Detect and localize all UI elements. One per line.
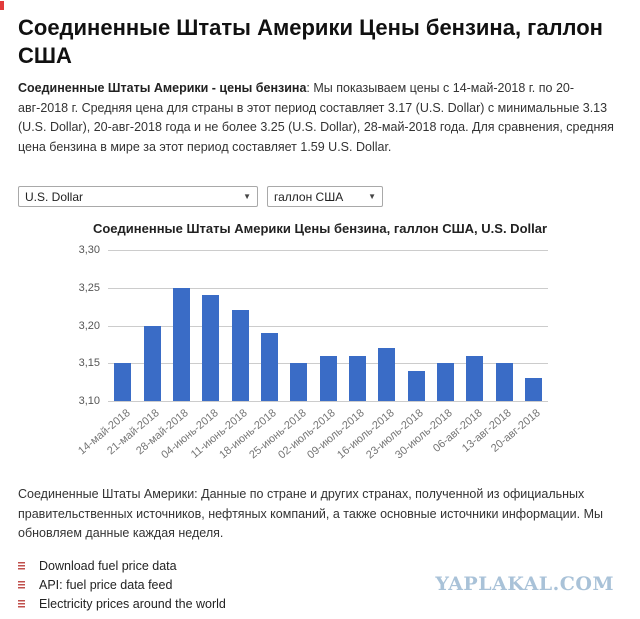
links-list: Download fuel price data API: fuel price… <box>0 557 640 614</box>
link-electricity-prices[interactable]: Electricity prices around the world <box>18 595 622 614</box>
link-api-fuel-feed[interactable]: API: fuel price data feed <box>18 576 622 595</box>
bar <box>143 325 161 401</box>
intro-lead: Соединенные Штаты Америки - цены бензина <box>18 81 307 95</box>
bar <box>260 333 278 401</box>
link-label: Electricity prices around the world <box>39 597 226 611</box>
chart: Соединенные Штаты Америки Цены бензина, … <box>0 221 640 469</box>
bar <box>290 363 308 401</box>
intro-paragraph: Соединенные Штаты Америки - цены бензина… <box>18 79 622 157</box>
y-tick-label: 3,10 <box>78 395 100 407</box>
footer-note: Соединенные Штаты Америки: Данные по стр… <box>18 487 603 540</box>
bar <box>524 378 542 401</box>
unit-select[interactable]: галлон США ▼ <box>267 186 383 207</box>
bar <box>436 363 454 401</box>
bar <box>202 295 220 401</box>
link-label: Download fuel price data <box>39 559 177 573</box>
currency-select[interactable]: U.S. Dollar ▼ <box>18 186 258 207</box>
y-tick-label: 3,20 <box>78 319 100 332</box>
chevron-down-icon: ▼ <box>368 192 376 201</box>
plot-area: 14-май-2018 21-май-2018 28-май-2018 04-июнь… <box>76 250 548 461</box>
intro-text: : Мы показываем цены с 14-май-2018 г. по… <box>18 81 614 154</box>
page-title: Соединенные Штаты Америки Цены бензина, … <box>18 15 603 68</box>
link-download-fuel-data[interactable]: Download fuel price data <box>18 557 622 576</box>
currency-select-value: U.S. Dollar <box>25 189 84 204</box>
gridline <box>108 325 548 327</box>
bar <box>114 363 132 401</box>
list-bullet-icon <box>18 581 25 589</box>
watermark: YAPLAKAL.COM <box>435 573 614 595</box>
y-tick-label: 3,30 <box>78 244 100 256</box>
gridline <box>108 250 548 251</box>
bar <box>319 355 337 401</box>
y-tick-label: 3,25 <box>78 281 100 294</box>
bar <box>231 310 249 401</box>
controls-row: U.S. Dollar ▼ галлон США ▼ <box>18 186 622 207</box>
bar <box>407 370 425 401</box>
bar <box>495 363 513 401</box>
list-bullet-icon <box>18 600 25 608</box>
bar <box>348 355 366 401</box>
bar <box>172 287 190 401</box>
chevron-down-icon: ▼ <box>243 192 251 201</box>
unit-select-value: галлон США <box>274 189 344 204</box>
gridline <box>108 287 548 289</box>
link-label: API: fuel price data feed <box>39 578 173 592</box>
bar <box>378 348 396 401</box>
corner-mark <box>0 1 4 10</box>
y-tick-label: 3,15 <box>78 357 100 370</box>
gridline <box>108 401 548 402</box>
bar <box>466 355 484 401</box>
chart-title: Соединенные Штаты Америки Цены бензина, … <box>92 221 548 236</box>
list-bullet-icon <box>18 562 25 570</box>
